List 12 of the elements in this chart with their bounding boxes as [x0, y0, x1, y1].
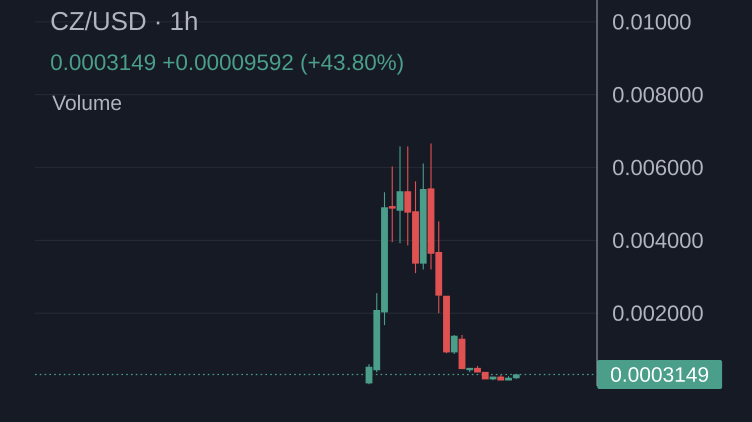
candlestick — [388, 166, 396, 243]
y-tick-label: 0.006000 — [613, 160, 703, 176]
candlestick — [396, 146, 404, 244]
text: Volume — [52, 94, 122, 110]
y-tick-label: 0.002000 — [613, 305, 703, 321]
text: 0.0003149 +0.00009592 (+43.80%) — [51, 54, 403, 75]
ref-line-label: 0.0003149 — [611, 367, 708, 382]
y-tick-label: 0.004000 — [613, 232, 703, 248]
candlestick — [450, 334, 458, 355]
y-tick-label: 0.008000 — [613, 86, 703, 102]
y-tick-label: 0.01000 — [613, 14, 691, 30]
text: CZ/USD · 1h — [52, 11, 197, 30]
